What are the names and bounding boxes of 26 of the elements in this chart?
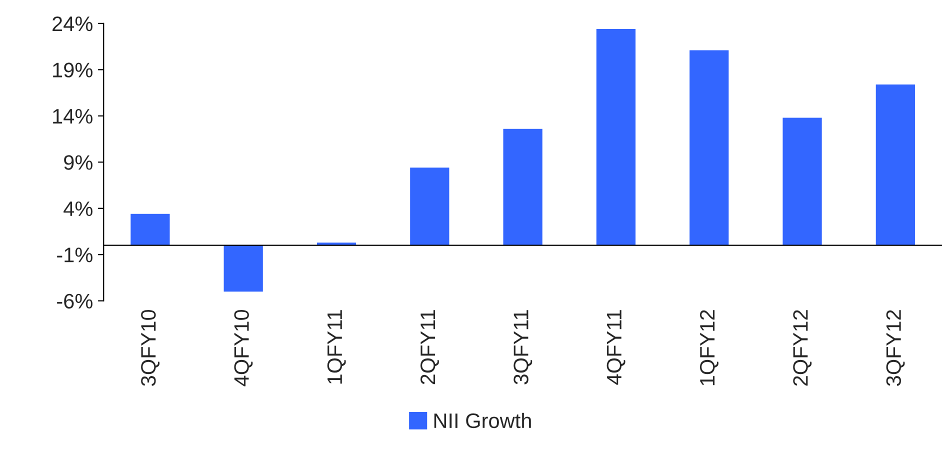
y-tick-label: 4%	[64, 201, 92, 216]
bar	[782, 118, 822, 246]
bar	[690, 50, 729, 246]
y-tick-label: -6%	[57, 294, 92, 309]
x-tick-label: 1QFY11	[327, 310, 346, 384]
x-tick-label: 4QFY10	[234, 310, 253, 386]
y-tick-label: -1%	[57, 248, 92, 262]
x-tick-label: 3QFY12	[886, 310, 905, 386]
bar	[130, 214, 170, 246]
bar	[224, 245, 263, 292]
bar	[410, 168, 450, 246]
bar	[503, 128, 542, 246]
y-tick-label: 9%	[64, 155, 92, 170]
bar	[316, 242, 356, 246]
x-tick-label: 3QFY11	[514, 310, 532, 384]
x-tick-label: 4QFY11	[606, 310, 626, 385]
x-tick-label: 2QFY12	[793, 310, 812, 386]
legend-label: NII Growth	[434, 412, 531, 428]
y-tick-label: 14%	[53, 109, 92, 124]
y-tick-label: 19%	[53, 62, 92, 78]
y-tick-label: 24%	[52, 16, 92, 32]
x-tick-label: 1QFY12	[700, 310, 718, 386]
x-tick-label: 3QFY10	[141, 310, 160, 386]
x-tick-label: 2QFY11	[420, 310, 439, 384]
bar	[876, 84, 915, 246]
bar	[596, 29, 636, 246]
